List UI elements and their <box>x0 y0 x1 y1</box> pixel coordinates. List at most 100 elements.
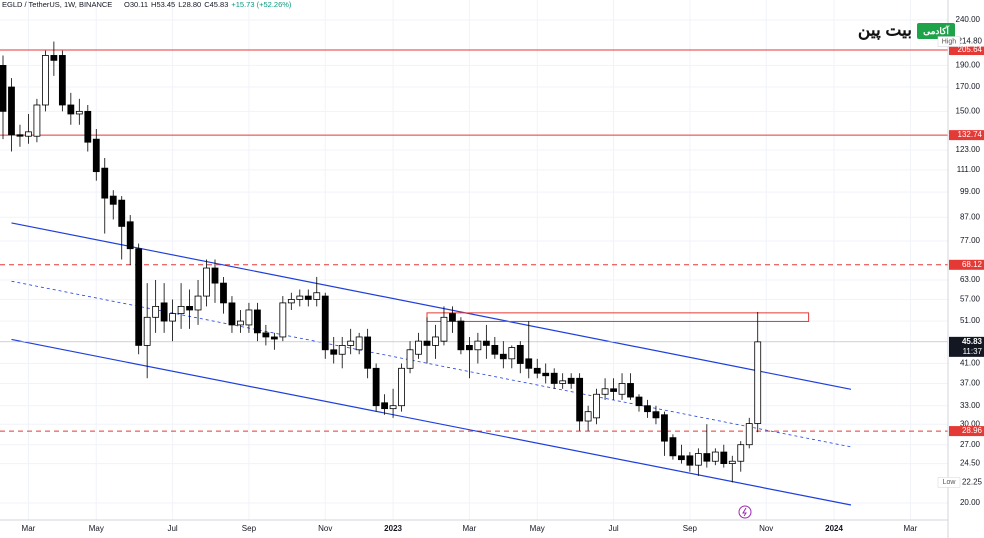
candle-body <box>152 305 160 318</box>
candle-body <box>287 299 295 304</box>
candle-body <box>25 131 32 137</box>
level-label-bg <box>949 130 984 141</box>
extreme-tag: High <box>942 38 957 45</box>
candle-body <box>381 402 389 410</box>
candle-body <box>601 388 609 395</box>
candle-body <box>703 453 711 462</box>
extreme-label: 214.80 <box>958 37 983 46</box>
candle-body <box>627 383 634 398</box>
extreme-tag-bg <box>937 477 961 488</box>
candle-body <box>228 302 236 326</box>
candle-body <box>262 332 270 338</box>
y-tick-label: 111.00 <box>957 165 981 174</box>
y-tick-label: 51.00 <box>960 316 981 325</box>
candle-body <box>330 349 338 355</box>
candle-body <box>737 444 745 462</box>
ohlc-value: H53.45 <box>151 0 175 9</box>
candle-body <box>135 248 143 346</box>
candle-body <box>720 451 728 464</box>
candle-body <box>118 199 126 227</box>
ohlc-value: C45.83 <box>204 0 228 9</box>
candle-body <box>237 320 244 326</box>
trend-line <box>11 280 852 448</box>
extreme-label-bg <box>949 36 984 47</box>
x-tick-label: Mar <box>22 524 36 533</box>
candle-body <box>465 345 473 351</box>
extreme-tag: Low <box>943 479 957 486</box>
candle-body <box>635 396 643 407</box>
candle-body <box>338 345 346 355</box>
candle-body <box>644 405 651 413</box>
candle-body <box>440 316 448 342</box>
candle-body <box>355 336 363 351</box>
resistance-zone <box>426 312 810 322</box>
brand-name: بیت پین <box>858 20 912 40</box>
candle-body <box>754 341 762 424</box>
candle-body <box>84 110 92 143</box>
candle-body <box>58 55 66 106</box>
candle-body <box>109 195 117 205</box>
y-tick-label: 57.00 <box>960 295 981 304</box>
candle-body <box>457 320 465 351</box>
y-tick-label: 87.00 <box>960 212 981 221</box>
candle-body <box>499 353 507 360</box>
candle-body <box>313 292 321 300</box>
candle-body <box>279 302 287 338</box>
extreme-label: 22.25 <box>962 477 983 486</box>
candle-body <box>652 411 660 419</box>
brand-badge-bg <box>917 23 955 39</box>
candle-body <box>101 167 109 199</box>
level-label: 132.74 <box>958 130 983 139</box>
extreme-tag-bg <box>937 36 961 47</box>
candle-body <box>678 455 685 461</box>
extreme-label-bg <box>949 477 984 488</box>
y-tick-label: 33.00 <box>960 401 981 410</box>
candle-body <box>398 367 405 407</box>
x-tick-label: Nov <box>318 524 332 533</box>
x-tick-label: May <box>89 524 104 533</box>
brand-badge: آکادمی <box>923 25 950 36</box>
candle-body <box>542 372 550 377</box>
y-tick-label: 20.00 <box>960 498 981 507</box>
candle-body <box>143 316 151 346</box>
candle-body <box>711 451 719 462</box>
x-tick-label: Sep <box>242 524 257 533</box>
chart-title: EGLD / TetherUS, 1W, BINANCE <box>2 0 112 9</box>
candle-body <box>203 267 210 297</box>
level-label-bg <box>949 259 984 270</box>
last-price-label: 45.83 <box>962 337 983 346</box>
ohlc-value: +15.73 (+52.26%) <box>231 0 292 9</box>
candle-body <box>389 405 397 410</box>
y-tick-label: 27.00 <box>960 440 981 449</box>
x-tick-label: May <box>530 524 545 533</box>
x-tick-label: Jul <box>608 524 618 533</box>
candle-body <box>245 309 253 326</box>
candle-body <box>8 86 15 136</box>
last-price-bg <box>949 336 984 357</box>
y-tick-label: 24.50 <box>960 459 981 468</box>
event-icon-bolt <box>742 507 747 517</box>
y-tick-label: 123.00 <box>956 145 981 154</box>
y-tick-label: 37.00 <box>960 379 981 388</box>
candle-body <box>169 313 177 322</box>
candle-body <box>533 367 541 374</box>
candle-body <box>694 453 702 466</box>
x-tick-label: Sep <box>683 524 698 533</box>
candle-body <box>584 411 592 422</box>
candle-body <box>567 377 575 384</box>
plot-area <box>0 0 948 520</box>
level-label-bg <box>949 45 984 56</box>
candle-body <box>525 358 533 369</box>
candle-body <box>253 309 261 334</box>
candle-body <box>661 414 668 442</box>
event-icon[interactable] <box>738 505 752 519</box>
x-tick-label: Mar <box>903 524 917 533</box>
candle-body <box>728 460 736 464</box>
candle-body <box>482 340 490 346</box>
candle-body <box>67 104 75 115</box>
y-tick-label: 190.00 <box>956 61 981 70</box>
candle-body <box>0 65 7 112</box>
candle-body <box>16 134 24 137</box>
candle-body <box>550 372 558 384</box>
